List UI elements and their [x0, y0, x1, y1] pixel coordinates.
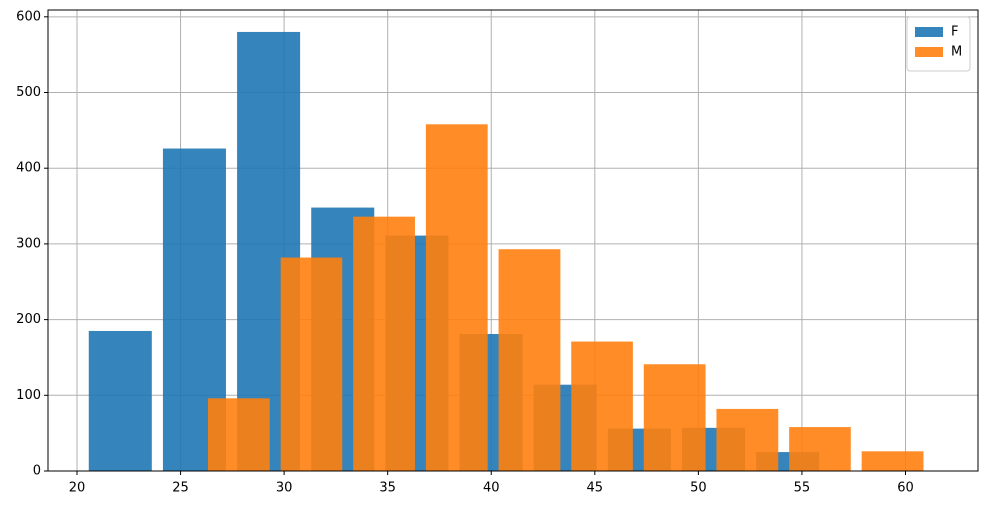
y-tick-label: 200 — [16, 312, 41, 327]
bar — [280, 257, 343, 471]
legend-swatch — [915, 27, 943, 37]
y-tick-label: 300 — [16, 236, 41, 251]
x-tick-label: 25 — [172, 481, 189, 496]
y-tick-label: 400 — [16, 161, 41, 176]
y-tick-label: 500 — [16, 85, 41, 100]
legend-label: F — [951, 25, 958, 40]
bar — [643, 364, 706, 471]
bar — [353, 216, 415, 471]
x-tick-label: 35 — [379, 481, 396, 496]
bar — [207, 398, 270, 471]
bar — [498, 249, 561, 471]
legend: FM — [906, 16, 971, 72]
legend-swatch — [915, 47, 943, 57]
bar — [789, 427, 851, 471]
bar — [571, 341, 633, 471]
x-tick-label: 60 — [897, 481, 914, 496]
bar — [861, 451, 924, 471]
plot-frame — [47, 9, 979, 472]
x-tick-label: 20 — [69, 481, 86, 496]
bar — [88, 330, 152, 471]
bar — [425, 124, 488, 472]
x-tick-label: 30 — [276, 481, 293, 496]
y-tick-label: 600 — [16, 9, 41, 24]
x-tick-label: 55 — [794, 481, 811, 496]
bar — [716, 408, 779, 471]
x-tick-label: 50 — [690, 481, 707, 496]
legend-label: M — [951, 45, 962, 60]
x-tick-label: 40 — [483, 481, 500, 496]
y-tick-label: 0 — [33, 464, 41, 479]
y-tick-label: 100 — [16, 388, 41, 403]
x-tick-label: 45 — [587, 481, 604, 496]
